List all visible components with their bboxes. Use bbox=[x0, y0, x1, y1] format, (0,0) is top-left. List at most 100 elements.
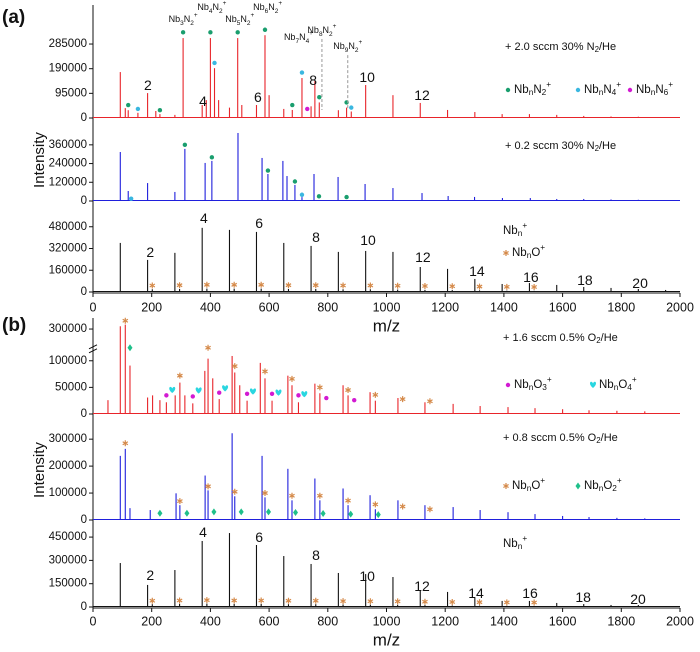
panel-label: (a) bbox=[2, 7, 25, 28]
formula-part: + bbox=[223, 0, 227, 7]
formula-part: + bbox=[546, 80, 551, 89]
y-axis-label: Intensity bbox=[31, 132, 48, 188]
y-tick-label: 450000 bbox=[49, 531, 87, 543]
formula-part: Nb bbox=[599, 379, 614, 391]
y-tick-label: 300000 bbox=[49, 433, 87, 445]
y-tick-label: 360000 bbox=[49, 139, 87, 151]
marker-asterisk bbox=[205, 483, 211, 490]
marker-asterisk bbox=[372, 391, 379, 398]
formula-part: 4 bbox=[209, 8, 213, 15]
formula-part: /He bbox=[601, 432, 618, 444]
formula: 6 bbox=[254, 89, 262, 105]
formula: 14 bbox=[469, 263, 485, 279]
formula-part: n bbox=[518, 229, 523, 238]
marker-asterisk bbox=[203, 597, 210, 604]
y-tick-label: 120000 bbox=[49, 176, 87, 188]
formula-part: Nb bbox=[253, 3, 265, 13]
y-tick-label: 200000 bbox=[49, 460, 87, 472]
marker-asterisk bbox=[399, 396, 406, 403]
formula-part: Nb bbox=[514, 84, 529, 96]
formula-part: 8 bbox=[309, 72, 317, 88]
marker-dot bbox=[208, 30, 213, 35]
marker-diamond bbox=[157, 509, 163, 517]
marker-dot bbox=[349, 105, 354, 110]
x-tick-label: 1800 bbox=[607, 614, 635, 628]
formula: NbnO+ bbox=[512, 476, 545, 493]
marker-asterisk bbox=[531, 599, 538, 606]
marker-diamond bbox=[293, 508, 299, 516]
formula-part: + bbox=[278, 0, 282, 7]
formula-part: + bbox=[632, 375, 637, 384]
formula-part: N bbox=[299, 32, 306, 42]
marker-asterisk bbox=[399, 503, 406, 510]
marker-dot bbox=[190, 394, 195, 399]
formula: + 2.0 sccm 30% N2/He bbox=[505, 41, 616, 54]
formula: NbnN6+ bbox=[636, 80, 673, 97]
formula-part: n bbox=[599, 88, 604, 97]
formula-part: + bbox=[358, 39, 362, 46]
formula: Nb4N2+ bbox=[197, 0, 226, 15]
formula-part: Nb bbox=[307, 25, 319, 35]
marker-dot bbox=[126, 102, 131, 108]
marker-asterisk bbox=[427, 398, 433, 405]
x-tick-label: 1400 bbox=[490, 300, 518, 314]
y-tick-label: 150000 bbox=[49, 578, 87, 590]
formula-part: N bbox=[603, 84, 611, 96]
marker-asterisk bbox=[476, 599, 483, 606]
marker-asterisk bbox=[316, 384, 323, 391]
formula: NbnO3+ bbox=[514, 375, 552, 392]
x-axis-label: m/z bbox=[373, 316, 400, 335]
formula: 2 bbox=[146, 244, 154, 260]
formula-part: N bbox=[212, 3, 219, 13]
formula: + 0.8 sccm 0.5% O2/He bbox=[503, 432, 618, 445]
marker-dot bbox=[265, 168, 271, 173]
formula-part: 3 bbox=[180, 20, 184, 27]
formula-part: 4 bbox=[612, 88, 617, 97]
formula-part: N bbox=[533, 84, 541, 96]
formula-part: 4 bbox=[200, 210, 208, 226]
formula-part: N bbox=[323, 25, 330, 35]
x-tick-label: 1600 bbox=[549, 300, 577, 314]
formula-part: + bbox=[668, 80, 673, 89]
y-tick-label: 300000 bbox=[49, 554, 87, 566]
marker-dot bbox=[575, 87, 581, 93]
marker-diamond bbox=[238, 508, 244, 516]
marker-dot bbox=[180, 30, 186, 35]
marker-dot bbox=[235, 30, 240, 35]
marker-asterisk bbox=[149, 282, 156, 289]
formula-part: 2 bbox=[146, 567, 154, 583]
formula-part: 4 bbox=[627, 383, 632, 392]
formula-part: 2 bbox=[596, 336, 600, 345]
formula-part: 6 bbox=[255, 529, 263, 545]
marker-asterisk bbox=[312, 282, 319, 289]
formula-part: n bbox=[529, 383, 534, 392]
marker-asterisk bbox=[449, 599, 456, 606]
marker-asterisk bbox=[345, 497, 351, 504]
marker-asterisk bbox=[176, 372, 183, 379]
formula-part: 10 bbox=[359, 69, 375, 85]
formula-part: 3 bbox=[542, 383, 547, 392]
marker-asterisk bbox=[122, 440, 129, 447]
marker-dot bbox=[505, 87, 511, 93]
marker-dot bbox=[290, 102, 295, 108]
formula-part: + bbox=[616, 80, 621, 89]
formula-part: N bbox=[240, 15, 247, 25]
formula-part: /He bbox=[599, 140, 616, 152]
formula: NbnO2+ bbox=[584, 476, 622, 493]
formula: + 0.2 sccm 30% N2/He bbox=[505, 140, 616, 153]
formula-part: 2 bbox=[355, 47, 359, 54]
formula-part: n bbox=[599, 484, 604, 493]
formula: 20 bbox=[630, 591, 646, 607]
formula: 12 bbox=[414, 578, 430, 594]
marker-dot bbox=[128, 196, 134, 201]
formula-part: 20 bbox=[632, 275, 648, 291]
marker-asterisk bbox=[258, 597, 265, 604]
marker-heart bbox=[195, 387, 202, 394]
x-tick-label: 2000 bbox=[666, 614, 694, 628]
formula-part: O bbox=[531, 247, 540, 259]
formula-part: O bbox=[533, 379, 542, 391]
formula-part: 2 bbox=[595, 45, 599, 54]
marker-dot bbox=[317, 95, 322, 100]
y-tick-label: 0 bbox=[81, 601, 87, 613]
formula: NbnO4+ bbox=[599, 375, 637, 392]
